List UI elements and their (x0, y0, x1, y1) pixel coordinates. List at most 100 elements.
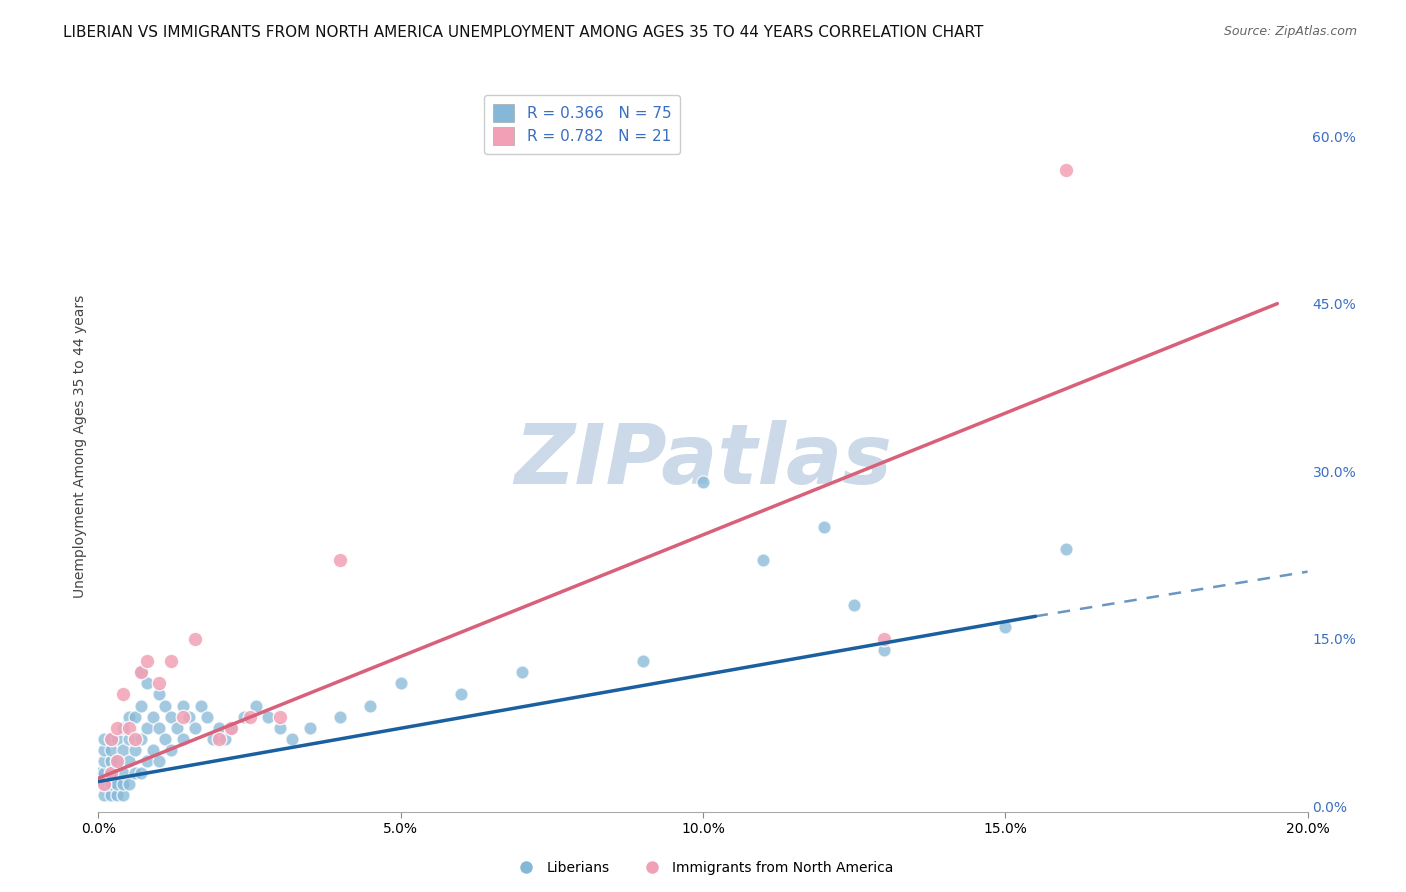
Point (118, 777, 141, 791)
Point (153, 698, 176, 713)
Point (873, 632, 896, 646)
Point (142, 743, 165, 757)
Point (100, 765, 122, 780)
Point (124, 765, 146, 780)
Point (111, 721, 134, 735)
Point (105, 788, 128, 802)
Point (93, 755, 115, 769)
Point (1054, 162, 1077, 177)
Point (111, 688, 134, 702)
Point (135, 721, 157, 735)
Point (93, 777, 115, 791)
Point (118, 721, 141, 735)
Point (160, 654, 183, 668)
Point (281, 732, 304, 747)
Point (160, 743, 183, 757)
Point (148, 688, 170, 702)
Point (160, 710, 183, 724)
Point (208, 721, 231, 735)
Point (172, 710, 194, 724)
Point (202, 732, 225, 747)
Point (329, 710, 352, 724)
Point (111, 777, 134, 791)
Point (179, 710, 201, 724)
Point (93, 732, 115, 747)
Point (232, 710, 254, 724)
Text: ZIPatlas: ZIPatlas (515, 420, 891, 501)
Point (124, 710, 146, 724)
Point (172, 732, 194, 747)
Point (105, 755, 128, 769)
Point (208, 732, 231, 747)
Point (111, 765, 134, 780)
Point (124, 743, 146, 757)
Point (239, 710, 262, 724)
Point (100, 732, 122, 747)
Point (87, 765, 110, 780)
Point (221, 721, 243, 735)
Point (245, 698, 267, 713)
Point (118, 710, 141, 724)
Point (994, 620, 1017, 634)
Point (124, 732, 146, 747)
Y-axis label: Unemployment Among Ages 35 to 44 years: Unemployment Among Ages 35 to 44 years (73, 294, 87, 598)
Point (111, 788, 134, 802)
Point (100, 777, 122, 791)
Point (135, 755, 157, 769)
Point (93, 788, 115, 802)
Point (752, 553, 775, 567)
Point (256, 710, 278, 724)
Point (105, 755, 128, 769)
Point (1054, 542, 1077, 557)
Point (100, 732, 122, 747)
Point (631, 654, 654, 668)
Point (100, 755, 122, 769)
Point (389, 676, 412, 690)
Point (813, 520, 835, 534)
Point (100, 743, 122, 757)
Point (105, 721, 128, 735)
Point (129, 698, 152, 713)
Point (111, 743, 134, 757)
Point (129, 765, 152, 780)
Point (148, 755, 170, 769)
Point (135, 654, 157, 668)
Point (118, 732, 141, 747)
Point (269, 710, 291, 724)
Point (329, 553, 352, 567)
Point (195, 710, 218, 724)
Point (148, 676, 170, 690)
Point (873, 642, 896, 657)
Point (360, 698, 382, 713)
Point (148, 721, 170, 735)
Text: LIBERIAN VS IMMIGRANTS FROM NORTH AMERICA UNEMPLOYMENT AMONG AGES 35 TO 44 YEARS: LIBERIAN VS IMMIGRANTS FROM NORTH AMERIC… (63, 25, 984, 40)
Point (184, 721, 207, 735)
Point (172, 698, 194, 713)
Point (135, 676, 157, 690)
Point (510, 665, 533, 680)
Point (100, 765, 122, 780)
Point (269, 721, 291, 735)
Point (166, 721, 188, 735)
Point (129, 665, 152, 680)
Text: Source: ZipAtlas.com: Source: ZipAtlas.com (1223, 25, 1357, 38)
Point (105, 732, 128, 747)
Point (844, 598, 866, 612)
Point (221, 721, 243, 735)
Point (129, 732, 152, 747)
Point (142, 710, 165, 724)
Point (184, 632, 207, 646)
Point (450, 688, 472, 702)
Point (153, 732, 176, 747)
Point (214, 732, 236, 747)
Point (93, 743, 115, 757)
Point (100, 788, 122, 802)
Legend: Liberians, Immigrants from North America: Liberians, Immigrants from North America (506, 855, 900, 880)
Point (692, 475, 714, 490)
Point (105, 777, 128, 791)
Point (93, 777, 115, 791)
Point (93, 765, 115, 780)
Point (129, 665, 152, 680)
Point (190, 698, 212, 713)
Point (299, 721, 322, 735)
